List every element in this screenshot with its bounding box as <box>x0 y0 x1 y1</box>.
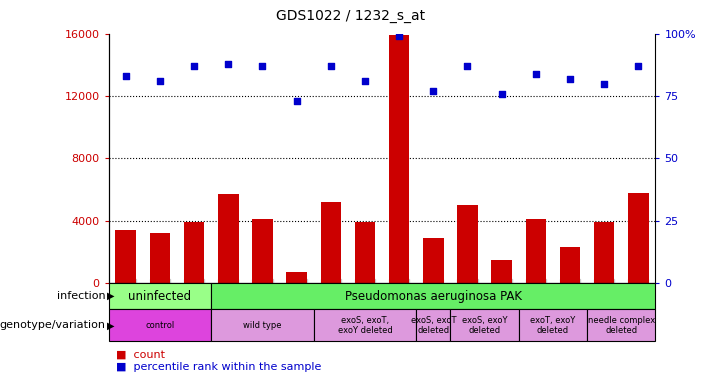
Bar <box>184 222 205 283</box>
Point <box>120 73 131 79</box>
Bar <box>287 272 307 283</box>
Text: exoS, exoT
deleted: exoS, exoT deleted <box>411 316 456 335</box>
Bar <box>314 309 416 341</box>
Point <box>223 61 234 67</box>
Bar <box>628 193 648 283</box>
Point <box>428 88 439 94</box>
Text: ▶: ▶ <box>107 291 115 301</box>
Text: ■  percentile rank within the sample: ■ percentile rank within the sample <box>116 363 321 372</box>
Bar <box>587 309 655 341</box>
Bar <box>519 309 587 341</box>
Point <box>257 63 268 69</box>
Point <box>496 91 508 97</box>
Text: ■  count: ■ count <box>116 350 165 359</box>
Text: wild type: wild type <box>243 321 282 330</box>
Bar <box>150 233 170 283</box>
Bar <box>457 205 478 283</box>
Point <box>462 63 473 69</box>
Point <box>291 98 302 104</box>
Point <box>360 78 371 84</box>
Bar <box>491 260 512 283</box>
Text: exoS, exoY
deleted: exoS, exoY deleted <box>462 316 508 335</box>
Bar <box>211 309 314 341</box>
Bar <box>320 202 341 283</box>
Point <box>530 70 541 76</box>
Text: needle complex
deleted: needle complex deleted <box>587 316 655 335</box>
Bar <box>211 283 655 309</box>
Bar <box>423 238 444 283</box>
Point <box>154 78 165 84</box>
Bar <box>526 219 546 283</box>
Point <box>564 76 576 82</box>
Point <box>599 81 610 87</box>
Point <box>325 63 336 69</box>
Text: exoS, exoT,
exoY deleted: exoS, exoT, exoY deleted <box>338 316 393 335</box>
Bar <box>109 283 211 309</box>
Point <box>633 63 644 69</box>
Bar <box>116 230 136 283</box>
Bar <box>218 194 238 283</box>
Text: GDS1022 / 1232_s_at: GDS1022 / 1232_s_at <box>276 9 425 23</box>
Text: control: control <box>145 321 175 330</box>
Bar <box>389 35 409 283</box>
Bar <box>355 222 375 283</box>
Text: Pseudomonas aeruginosa PAK: Pseudomonas aeruginosa PAK <box>345 290 522 303</box>
Point <box>393 33 404 39</box>
Text: ▶: ▶ <box>107 320 115 330</box>
Text: exoT, exoY
deleted: exoT, exoY deleted <box>530 316 576 335</box>
Bar <box>594 222 614 283</box>
Point <box>189 63 200 69</box>
Text: genotype/variation: genotype/variation <box>0 320 105 330</box>
Bar <box>560 247 580 283</box>
Bar <box>451 309 519 341</box>
Text: uninfected: uninfected <box>128 290 191 303</box>
Bar <box>416 309 450 341</box>
Bar <box>109 309 211 341</box>
Bar <box>252 219 273 283</box>
Text: infection: infection <box>57 291 105 301</box>
